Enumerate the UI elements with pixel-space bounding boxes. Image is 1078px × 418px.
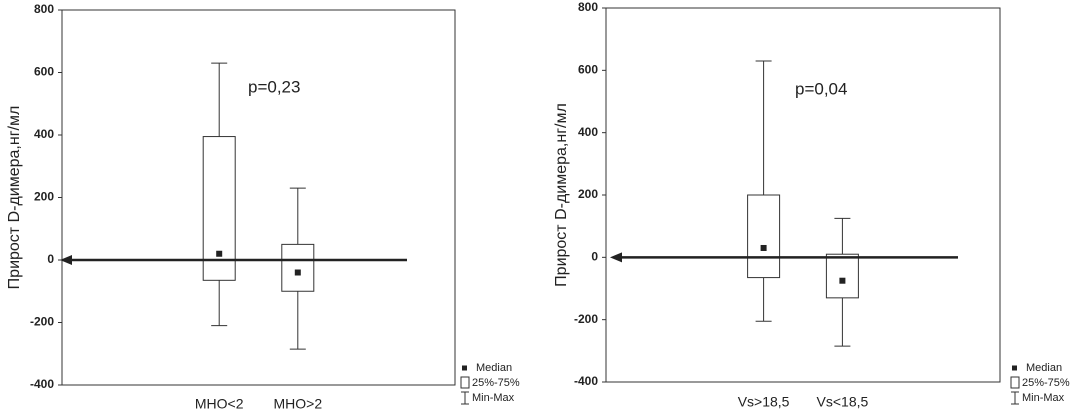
box (747, 194, 781, 279)
plot-frame (61, 9, 456, 386)
legend-whisker-icon (461, 391, 469, 405)
x-tick-label: МНО>2 (273, 396, 322, 412)
x-tick-label: Vs>18,5 (738, 394, 790, 410)
legend-label: Median (476, 362, 512, 374)
median-marker (216, 250, 223, 257)
y-axis-label: Прирост D-димера,нг/мл (553, 103, 570, 287)
y-tick-label: 600 (34, 65, 54, 79)
median-marker (839, 277, 846, 284)
median-marker (294, 269, 301, 276)
arrow-head (60, 255, 72, 265)
box (825, 253, 859, 299)
legend-box-icon (460, 376, 470, 389)
y-tick-label: 200 (578, 187, 598, 201)
y-axis-label: Прирост D-димера,нг/мл (6, 106, 23, 290)
y-tick-label: -400 (30, 377, 54, 391)
legend-median-icon (1012, 365, 1017, 371)
x-tick-label: Vs<18,5 (817, 394, 869, 410)
legend-label: Min-Max (1022, 392, 1065, 404)
plot-frame (605, 7, 1001, 383)
y-tick-label: 600 (578, 63, 598, 77)
box (281, 243, 315, 292)
y-tick-label: 400 (578, 125, 598, 139)
y-tick-label: 0 (47, 252, 54, 266)
legend-label: Median (1026, 362, 1062, 374)
legend-whisker-icon (1011, 391, 1019, 405)
y-tick-label: 800 (34, 2, 54, 16)
legend-median-icon (462, 365, 467, 371)
y-tick-label: -200 (30, 315, 54, 329)
legend-label: Min-Max (472, 392, 515, 404)
x-tick-label: МНО<2 (195, 396, 244, 412)
arrow-head (610, 252, 622, 263)
legend-label: 25%-75% (472, 377, 520, 389)
annotation: p=0,04 (795, 79, 847, 98)
y-tick-label: 200 (34, 190, 54, 204)
y-tick-label: 800 (578, 0, 598, 14)
y-tick-label: -400 (574, 374, 598, 388)
annotation: p=0,23 (248, 77, 300, 96)
median-marker (760, 244, 767, 251)
legend-label: 25%-75% (1022, 377, 1070, 389)
y-tick-label: -200 (574, 312, 598, 326)
y-tick-label: 400 (34, 127, 54, 141)
y-tick-label: 0 (591, 250, 598, 264)
legend-box-icon (1010, 376, 1020, 389)
